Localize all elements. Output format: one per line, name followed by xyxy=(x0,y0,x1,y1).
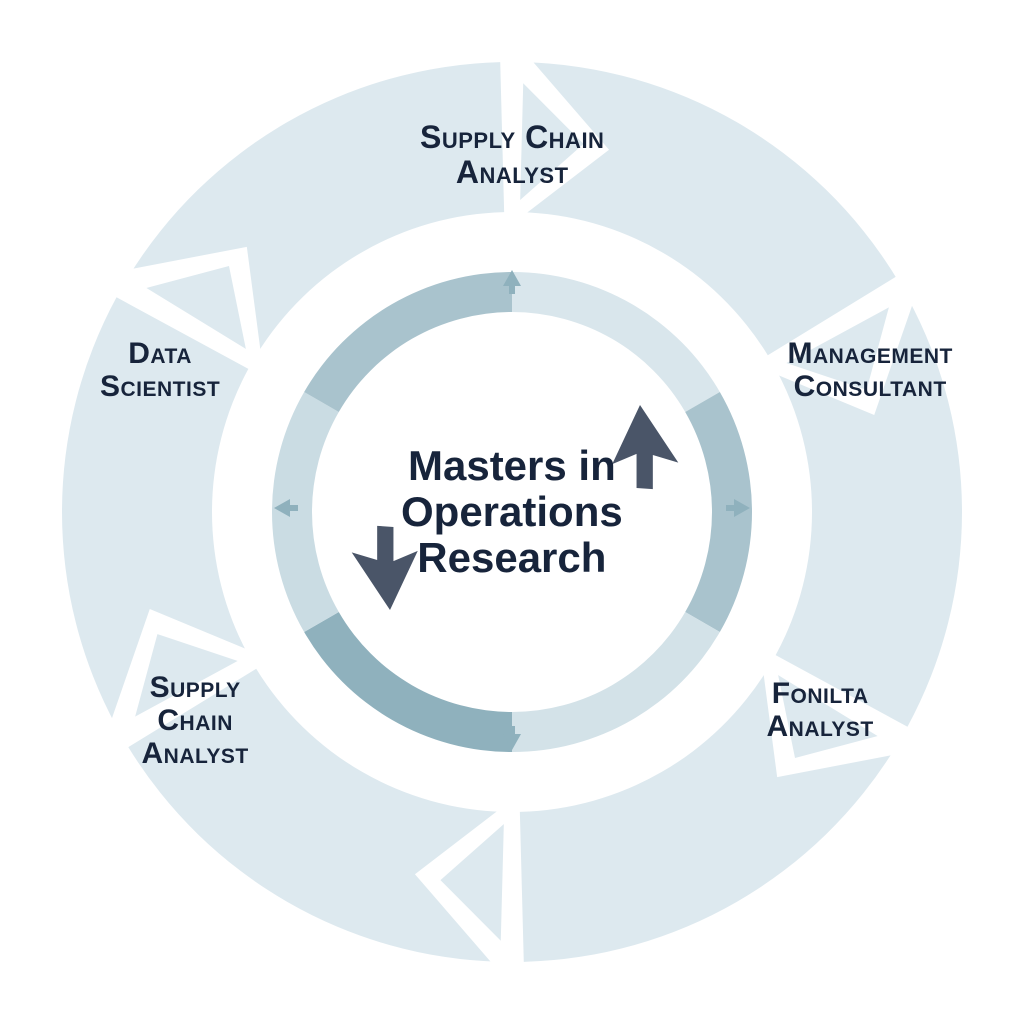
center-line-3: Research xyxy=(401,535,623,581)
career-label-bottom-left: Supply Chain Analyst xyxy=(142,671,249,770)
career-label-right: Management Consultant xyxy=(788,337,953,403)
center-title: Masters in Operations Research xyxy=(401,443,623,582)
diagram-root: { "diagram": { "type": "circular-flow-in… xyxy=(0,0,1024,1024)
career-label-left: Data Scientist xyxy=(100,337,220,403)
career-label-bottom-right: Fonilta Analyst xyxy=(767,677,874,743)
center-line-2: Operations xyxy=(401,489,623,535)
career-label-top: Supply Chain Analyst xyxy=(420,120,604,190)
center-line-1: Masters in xyxy=(401,443,623,489)
